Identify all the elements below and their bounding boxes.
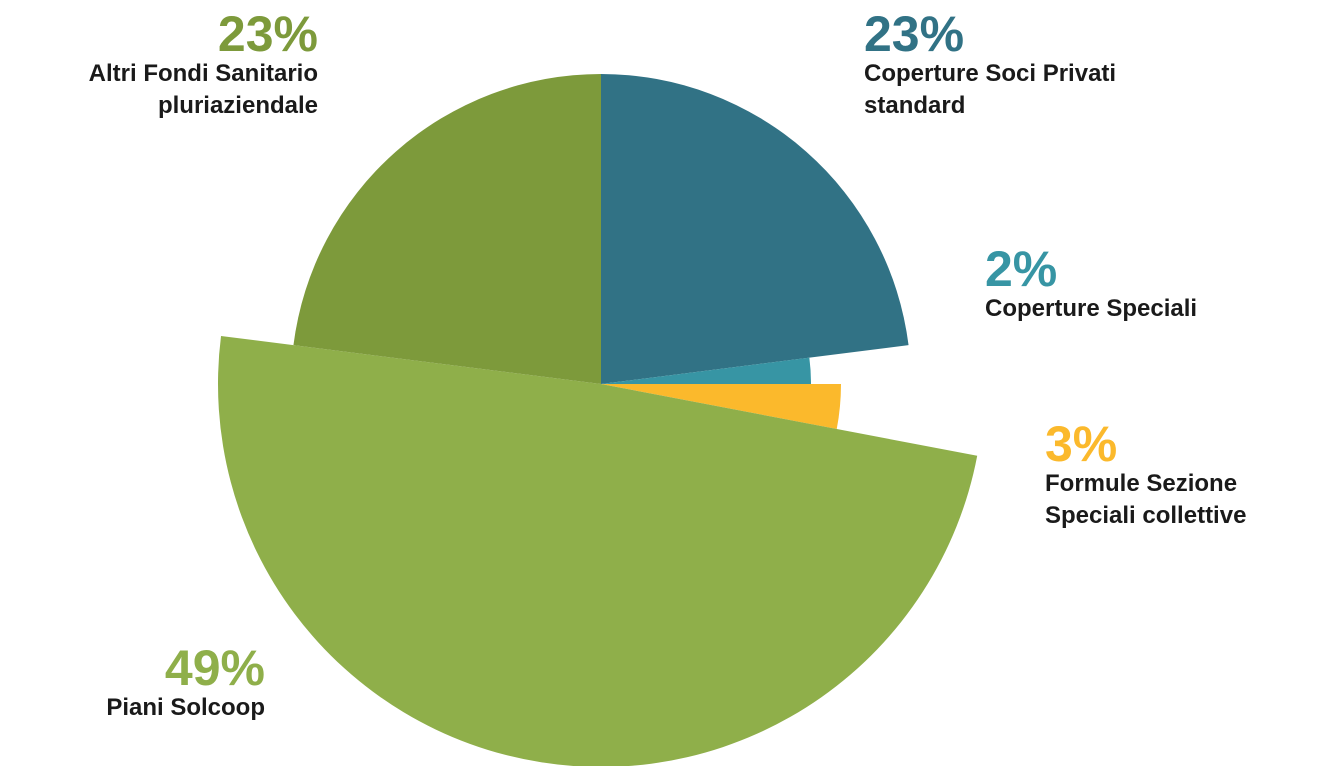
slice-label-piani-solcoop: 49% Piani Solcoop [20, 640, 265, 724]
pie-slice-0 [601, 74, 909, 384]
slice-name-line1: Piani Solcoop [106, 694, 265, 721]
slice-name-line2: standard [864, 92, 966, 119]
pie-slice-3 [217, 335, 978, 766]
slice-label-altri-fondi: 23% Altri Fondi Sanitario pluriaziendale [0, 6, 318, 122]
slice-percent: 49% [164, 640, 265, 696]
slice-label-coperture-soci-privati: 23% Coperture Soci Privati standard [864, 6, 1224, 122]
slice-percent: 2% [985, 241, 1058, 297]
slice-label-coperture-speciali: 2% Coperture Speciali [985, 241, 1305, 325]
pie-slice-2 [601, 384, 841, 429]
slice-percent: 3% [1045, 416, 1118, 472]
pie-slice-4 [293, 74, 601, 384]
pie-slice-1 [601, 357, 811, 384]
pie-slices [217, 74, 978, 766]
slice-percent: 23% [864, 6, 965, 62]
slice-label-formule-sezione: 3% Formule Sezione Speciali collettive [1045, 416, 1317, 532]
slice-percent: 23% [217, 6, 318, 62]
slice-name-line2: Speciali collettive [1045, 502, 1247, 529]
slice-name-line1: Formule Sezione [1045, 470, 1238, 497]
slice-name-line1: Altri Fondi Sanitario [88, 60, 318, 87]
slice-name-line1: Coperture Speciali [985, 295, 1198, 322]
slice-name-line2: pluriaziendale [157, 92, 318, 119]
slice-name-line1: Coperture Soci Privati [864, 60, 1117, 87]
